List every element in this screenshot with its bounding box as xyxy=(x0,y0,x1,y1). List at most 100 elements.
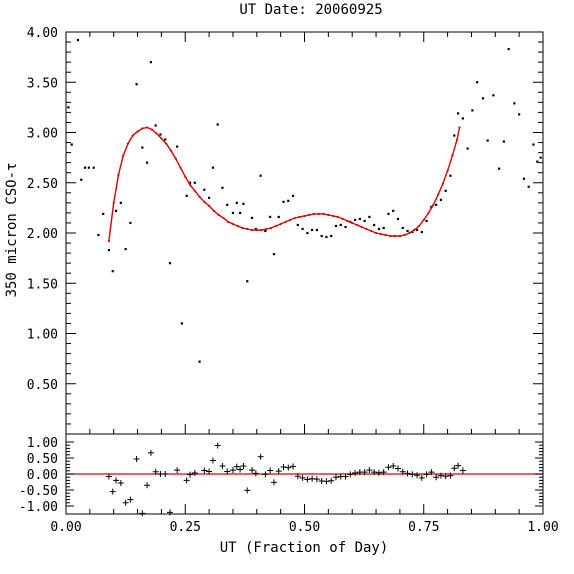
data-point xyxy=(453,134,456,137)
data-point xyxy=(406,229,409,233)
residual-point xyxy=(313,476,320,483)
fit-curve-marker xyxy=(260,228,263,232)
residual-point xyxy=(290,463,297,470)
residual-point xyxy=(347,471,354,478)
main-panel: 0.50 1.00 1.50 2.00 2.50 3.00 3.50 4.00 xyxy=(27,26,544,435)
residual-point xyxy=(209,457,216,464)
data-point xyxy=(449,174,452,177)
y-tick-label: 1.50 xyxy=(27,277,58,292)
data-point xyxy=(264,229,267,233)
fit-curve-marker xyxy=(188,183,192,186)
fit-curve-marker xyxy=(165,142,168,145)
data-point xyxy=(180,322,184,325)
fit-curve-marker xyxy=(222,216,225,220)
x-tick-label: 0.50 xyxy=(289,520,320,535)
residual-point xyxy=(219,463,226,469)
residual-point xyxy=(394,465,401,472)
data-point xyxy=(396,217,400,221)
fit-curve-marker xyxy=(179,166,182,169)
fit-curve-marker xyxy=(417,224,421,228)
data-point xyxy=(129,221,132,225)
fit-curve-marker xyxy=(413,228,416,232)
y-axis-label: 350 micron CSO-τ xyxy=(4,163,20,298)
data-point xyxy=(502,140,505,143)
data-point xyxy=(311,228,314,232)
data-point xyxy=(185,194,188,197)
data-point xyxy=(522,177,526,180)
residual-data-points xyxy=(105,442,466,517)
residual-point xyxy=(442,473,449,480)
fit-curve-marker xyxy=(212,209,215,212)
data-point xyxy=(492,94,495,97)
data-point xyxy=(83,166,87,169)
main-panel-ticks xyxy=(65,31,544,435)
y-tick-label: 0.50 xyxy=(27,378,58,393)
data-point xyxy=(159,133,162,136)
residual-point xyxy=(366,467,373,474)
data-point xyxy=(119,201,122,204)
fit-curve-marker xyxy=(284,220,287,224)
fit-curve-marker xyxy=(370,229,373,233)
fit-curve-marker xyxy=(298,215,301,219)
data-point xyxy=(334,224,338,228)
residual-point xyxy=(433,474,440,481)
fit-curve-marker xyxy=(150,128,153,131)
fit-curve-marker xyxy=(184,175,187,178)
residual-point xyxy=(459,467,466,474)
fit-curve-marker xyxy=(136,130,139,133)
fit-curve-marker xyxy=(174,157,177,160)
residual-point xyxy=(275,468,282,475)
fit-curve-marker xyxy=(145,126,149,129)
residual-point xyxy=(237,466,244,473)
data-point xyxy=(518,113,521,116)
data-point xyxy=(216,123,219,126)
fit-curve-marker xyxy=(451,154,454,157)
data-point xyxy=(536,160,539,163)
residual-panel-y-tick-labels: 1.000.500.00-0.50-1.00 xyxy=(19,436,58,515)
y-tick-label: 3.50 xyxy=(27,76,58,91)
fit-curve-marker xyxy=(441,182,444,185)
residual-panel: 1.000.500.00-0.50-1.00 xyxy=(19,433,544,517)
fit-curve-marker xyxy=(408,231,411,235)
residual-point xyxy=(152,468,159,475)
residual-point xyxy=(249,467,256,474)
data-point xyxy=(242,202,245,205)
residual-point xyxy=(105,473,112,480)
fit-curve-marker xyxy=(250,228,254,232)
fit-curve-marker xyxy=(231,222,235,226)
data-point xyxy=(296,223,299,227)
residual-point xyxy=(332,474,339,481)
x-tick-labels: 0.00 0.25 0.50 0.75 1.00 xyxy=(50,520,558,535)
data-point xyxy=(272,253,276,256)
fit-curve-marker xyxy=(126,142,130,145)
data-point xyxy=(145,161,149,164)
data-point xyxy=(486,139,489,142)
data-point xyxy=(282,200,285,203)
data-point xyxy=(269,215,272,219)
residual-point xyxy=(371,469,378,476)
data-point xyxy=(107,248,111,252)
fit-curve-marker xyxy=(360,225,363,229)
fit-curve-marker xyxy=(355,223,359,227)
data-point xyxy=(532,143,535,146)
residual-point xyxy=(229,467,236,474)
data-point xyxy=(539,156,542,159)
data-point xyxy=(188,181,192,184)
data-point xyxy=(325,235,328,239)
residual-point xyxy=(162,471,169,477)
fit-curve-marker xyxy=(332,214,335,218)
fit-curve-marker xyxy=(117,173,120,176)
data-point xyxy=(353,218,357,222)
residual-point xyxy=(214,442,221,449)
data-point xyxy=(259,174,262,177)
fit-curve-markers xyxy=(107,126,461,243)
fit-curve-marker xyxy=(351,221,354,225)
y-tick-label: 2.50 xyxy=(27,177,58,192)
data-point xyxy=(439,198,443,201)
residual-point xyxy=(166,509,173,516)
fit-curve-marker xyxy=(265,227,268,231)
data-point xyxy=(344,225,347,229)
residual-point xyxy=(147,449,154,456)
data-point xyxy=(198,360,201,363)
